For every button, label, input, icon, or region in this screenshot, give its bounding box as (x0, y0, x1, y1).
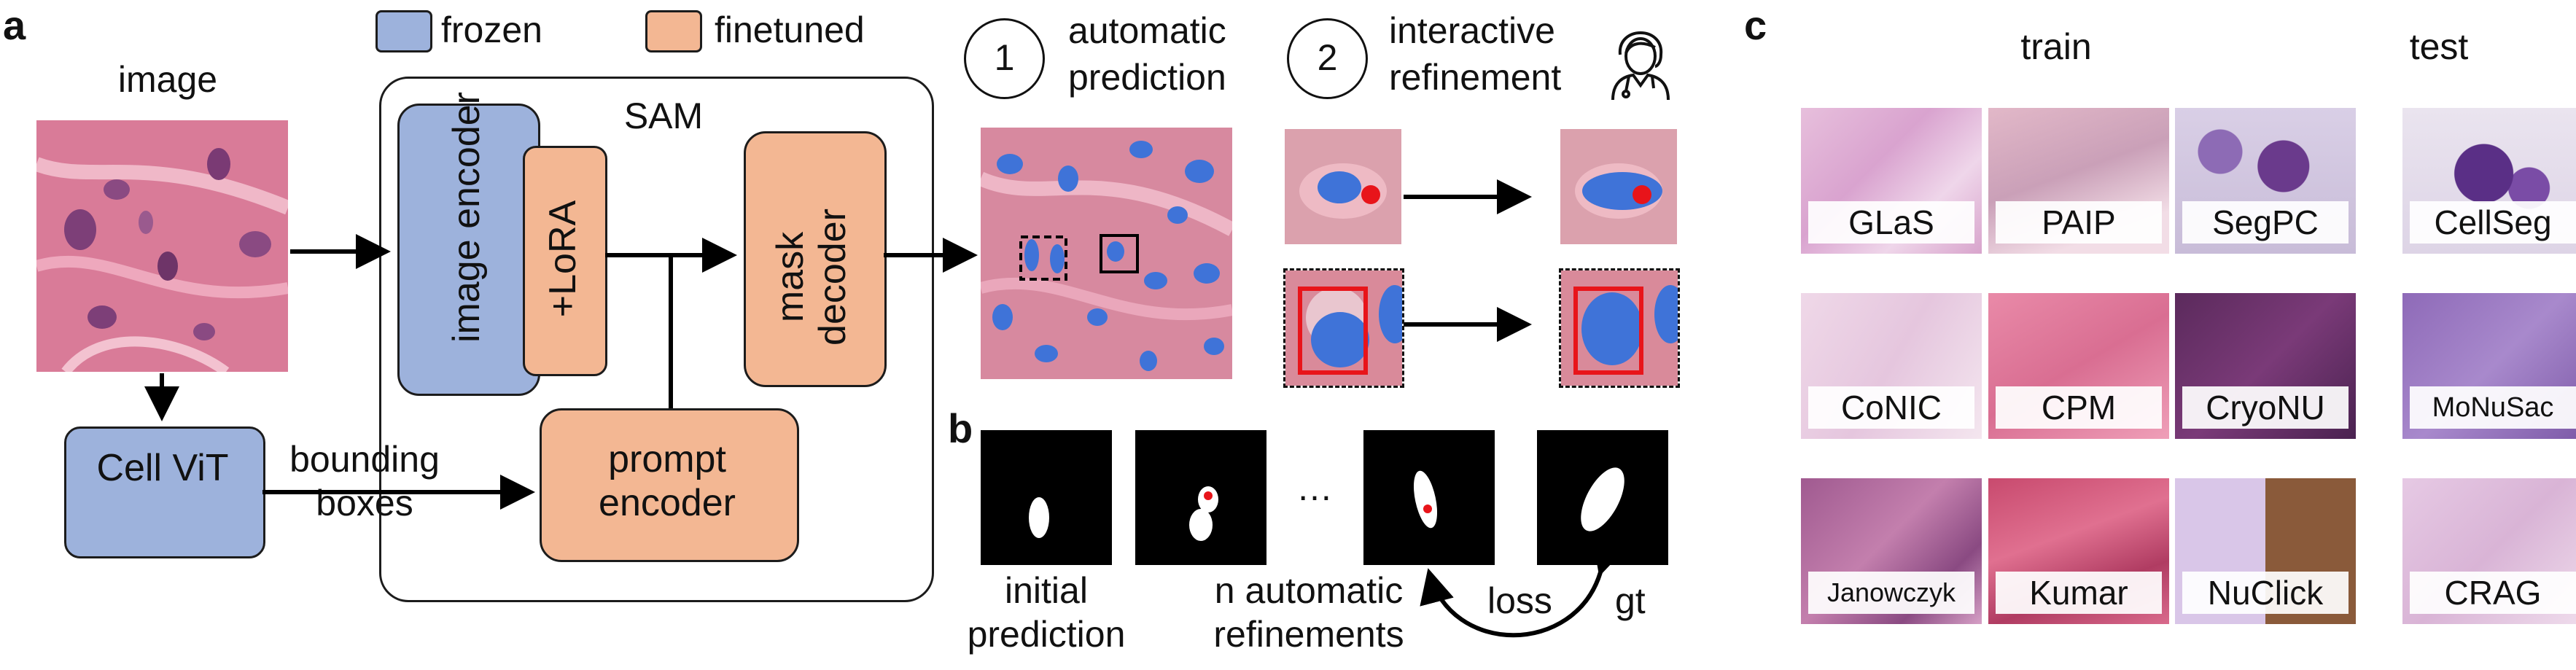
input-image (36, 120, 288, 372)
dataset-tile-monusac: MoNuSac (2402, 293, 2576, 439)
refine-point-after (1559, 128, 1678, 246)
mask-initial (981, 430, 1112, 565)
refinement-ellipsis: … (1296, 467, 1333, 508)
test-header: test (2409, 26, 2469, 67)
mask-decoder-box (744, 131, 887, 387)
dataset-tile-kumar: Kumar (1988, 478, 2169, 624)
prompt-encoder-label: prompt encoder (599, 438, 736, 524)
refine-box-after (1559, 268, 1680, 388)
dataset-label: Kumar (1996, 572, 2162, 614)
refine-box-before (1283, 268, 1404, 388)
lora-box (523, 146, 607, 376)
prompt-encoder-box (540, 408, 799, 562)
bounding-boxes-label: bounding boxes (289, 439, 440, 523)
legend-frozen-label: frozen (441, 9, 542, 50)
dataset-label: NuClick (2182, 572, 2349, 614)
sam-container (379, 77, 934, 602)
step1-number: 1 (994, 37, 1015, 78)
dataset-label: CryoNU (2182, 386, 2349, 429)
step2-number: 2 (1317, 37, 1338, 78)
mask-refine-1 (1135, 430, 1266, 565)
dataset-tile-janowczyk: Janowczyk (1801, 478, 1982, 624)
sam-label: SAM (623, 96, 704, 136)
dataset-label: Janowczyk (1808, 572, 1974, 614)
legend-frozen-swatch (375, 10, 432, 52)
cellvit-label: Cell ViT (96, 447, 229, 489)
refine-point-before (1283, 128, 1403, 246)
dataset-tile-paip: PAIP (1988, 108, 2169, 254)
dataset-tile-crag: CRAG (2402, 478, 2576, 624)
panel-c-letter: c (1744, 2, 1767, 48)
step1-label: automatic prediction (1068, 10, 1226, 98)
dataset-tile-cellseg: CellSeg (2402, 108, 2576, 254)
dataset-tile-cryonu: CryoNU (2175, 293, 2356, 439)
step2-circle (1287, 18, 1368, 99)
doctor-icon (1611, 31, 1670, 101)
initial-prediction-label: initial prediction (967, 570, 1126, 655)
dataset-label: CoNIC (1808, 386, 1974, 429)
step1-circle (964, 18, 1045, 99)
dataset-label: GLaS (1808, 201, 1974, 244)
dataset-tile-segpc: SegPC (2175, 108, 2356, 254)
dataset-label: PAIP (1996, 201, 2162, 244)
dataset-tile-cpm: CPM (1988, 293, 2169, 439)
panel-b-letter: b (948, 405, 973, 451)
legend-finetuned-swatch (645, 10, 702, 52)
dataset-label: CRAG (2410, 572, 2576, 614)
image-label: image (117, 59, 218, 100)
train-header: train (2020, 26, 2092, 67)
dataset-label: CellSeg (2410, 201, 2576, 244)
dataset-tile-glas: GLaS (1801, 108, 1982, 254)
panel-a-letter: a (3, 2, 26, 48)
prediction-image (981, 128, 1232, 379)
dataset-tile-conic: CoNIC (1801, 293, 1982, 439)
dataset-label: MoNuSac (2410, 386, 2576, 429)
dataset-tile-nuclick: NuClick (2175, 478, 2356, 624)
step2-label: interactive refinement (1389, 10, 1562, 98)
dataset-label: SegPC (2182, 201, 2349, 244)
dataset-label: CPM (1996, 386, 2162, 429)
legend-finetuned-label: finetuned (715, 9, 865, 50)
n-refinements-label: n automatic refinements (1213, 570, 1404, 655)
